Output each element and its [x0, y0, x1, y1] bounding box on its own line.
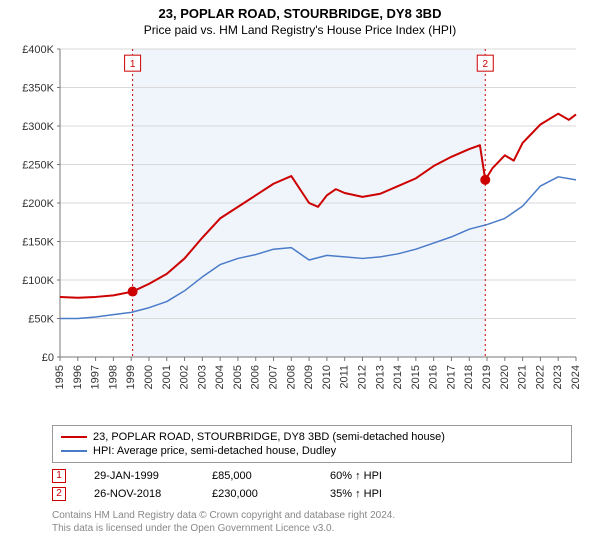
legend-swatch	[61, 450, 87, 452]
svg-text:2002: 2002	[179, 365, 191, 389]
svg-text:2024: 2024	[570, 365, 582, 389]
svg-text:1996: 1996	[72, 365, 84, 389]
svg-text:£0: £0	[42, 352, 54, 364]
svg-text:1999: 1999	[125, 365, 137, 389]
svg-text:£250K: £250K	[22, 160, 54, 172]
svg-text:2020: 2020	[499, 365, 511, 389]
svg-text:£300K: £300K	[22, 121, 54, 133]
chart-title: 23, POPLAR ROAD, STOURBRIDGE, DY8 3BD	[0, 0, 600, 21]
svg-text:2022: 2022	[534, 365, 546, 389]
svg-text:2023: 2023	[552, 365, 564, 389]
annotation-row: 1 29-JAN-1999 £85,000 60% ↑ HPI	[52, 467, 572, 485]
svg-text:2021: 2021	[517, 365, 529, 389]
svg-text:2018: 2018	[463, 365, 475, 389]
svg-text:1997: 1997	[90, 365, 102, 389]
svg-text:2004: 2004	[214, 365, 226, 389]
legend-item: HPI: Average price, semi-detached house,…	[61, 444, 563, 458]
svg-text:1995: 1995	[54, 365, 66, 389]
svg-text:2014: 2014	[392, 365, 404, 389]
svg-text:2000: 2000	[143, 365, 155, 389]
svg-text:£400K: £400K	[22, 44, 54, 56]
annotation-table: 1 29-JAN-1999 £85,000 60% ↑ HPI 2 26-NOV-2018…	[52, 467, 572, 503]
svg-text:2006: 2006	[250, 365, 262, 389]
annotation-price: £230,000	[212, 488, 302, 500]
annotation-date: 29-JAN-1999	[94, 470, 184, 482]
annotation-date: 26-NOV-2018	[94, 488, 184, 500]
svg-text:2012: 2012	[356, 365, 368, 389]
svg-text:2015: 2015	[410, 365, 422, 389]
svg-text:£100K: £100K	[22, 275, 54, 287]
svg-text:£350K: £350K	[22, 83, 54, 95]
svg-text:2007: 2007	[268, 365, 280, 389]
footer-credits: Contains HM Land Registry data © Crown c…	[52, 509, 572, 535]
svg-text:2019: 2019	[481, 365, 493, 389]
legend: 23, POPLAR ROAD, STOURBRIDGE, DY8 3BD (s…	[52, 425, 572, 463]
annotation-row: 2 26-NOV-2018 £230,000 35% ↑ HPI	[52, 485, 572, 503]
svg-text:2005: 2005	[232, 365, 244, 389]
svg-text:2: 2	[482, 59, 488, 70]
svg-text:2008: 2008	[285, 365, 297, 389]
annotation-price: £85,000	[212, 470, 302, 482]
legend-swatch	[61, 436, 87, 438]
svg-text:1: 1	[130, 59, 136, 70]
svg-text:2001: 2001	[161, 365, 173, 389]
annotation-delta: 35% ↑ HPI	[330, 488, 420, 500]
svg-text:2016: 2016	[428, 365, 440, 389]
legend-item: 23, POPLAR ROAD, STOURBRIDGE, DY8 3BD (s…	[61, 430, 563, 444]
svg-text:2013: 2013	[374, 365, 386, 389]
chart-subtitle: Price paid vs. HM Land Registry's House …	[0, 21, 600, 41]
chart-container: 23, POPLAR ROAD, STOURBRIDGE, DY8 3BD Pr…	[0, 0, 600, 560]
svg-text:£150K: £150K	[22, 237, 54, 249]
legend-label: 23, POPLAR ROAD, STOURBRIDGE, DY8 3BD (s…	[93, 431, 445, 443]
chart-plot: £0 £50K £100K £150K £200K £250K £300K £350K £400…	[10, 41, 590, 421]
annotation-marker-box: 1	[52, 469, 66, 483]
svg-text:2003: 2003	[196, 365, 208, 389]
legend-label: HPI: Average price, semi-detached house,…	[93, 445, 336, 457]
svg-text:1998: 1998	[107, 365, 119, 389]
annotation-delta: 60% ↑ HPI	[330, 470, 420, 482]
svg-text:£50K: £50K	[28, 314, 54, 326]
svg-text:2017: 2017	[445, 365, 457, 389]
svg-text:2011: 2011	[339, 365, 351, 389]
footer-line1: Contains HM Land Registry data © Crown c…	[52, 509, 572, 522]
svg-text:2010: 2010	[321, 365, 333, 389]
svg-text:£200K: £200K	[22, 198, 54, 210]
svg-text:2009: 2009	[303, 365, 315, 389]
annotation-marker-box: 2	[52, 487, 66, 501]
footer-line2: This data is licensed under the Open Gov…	[52, 522, 572, 535]
